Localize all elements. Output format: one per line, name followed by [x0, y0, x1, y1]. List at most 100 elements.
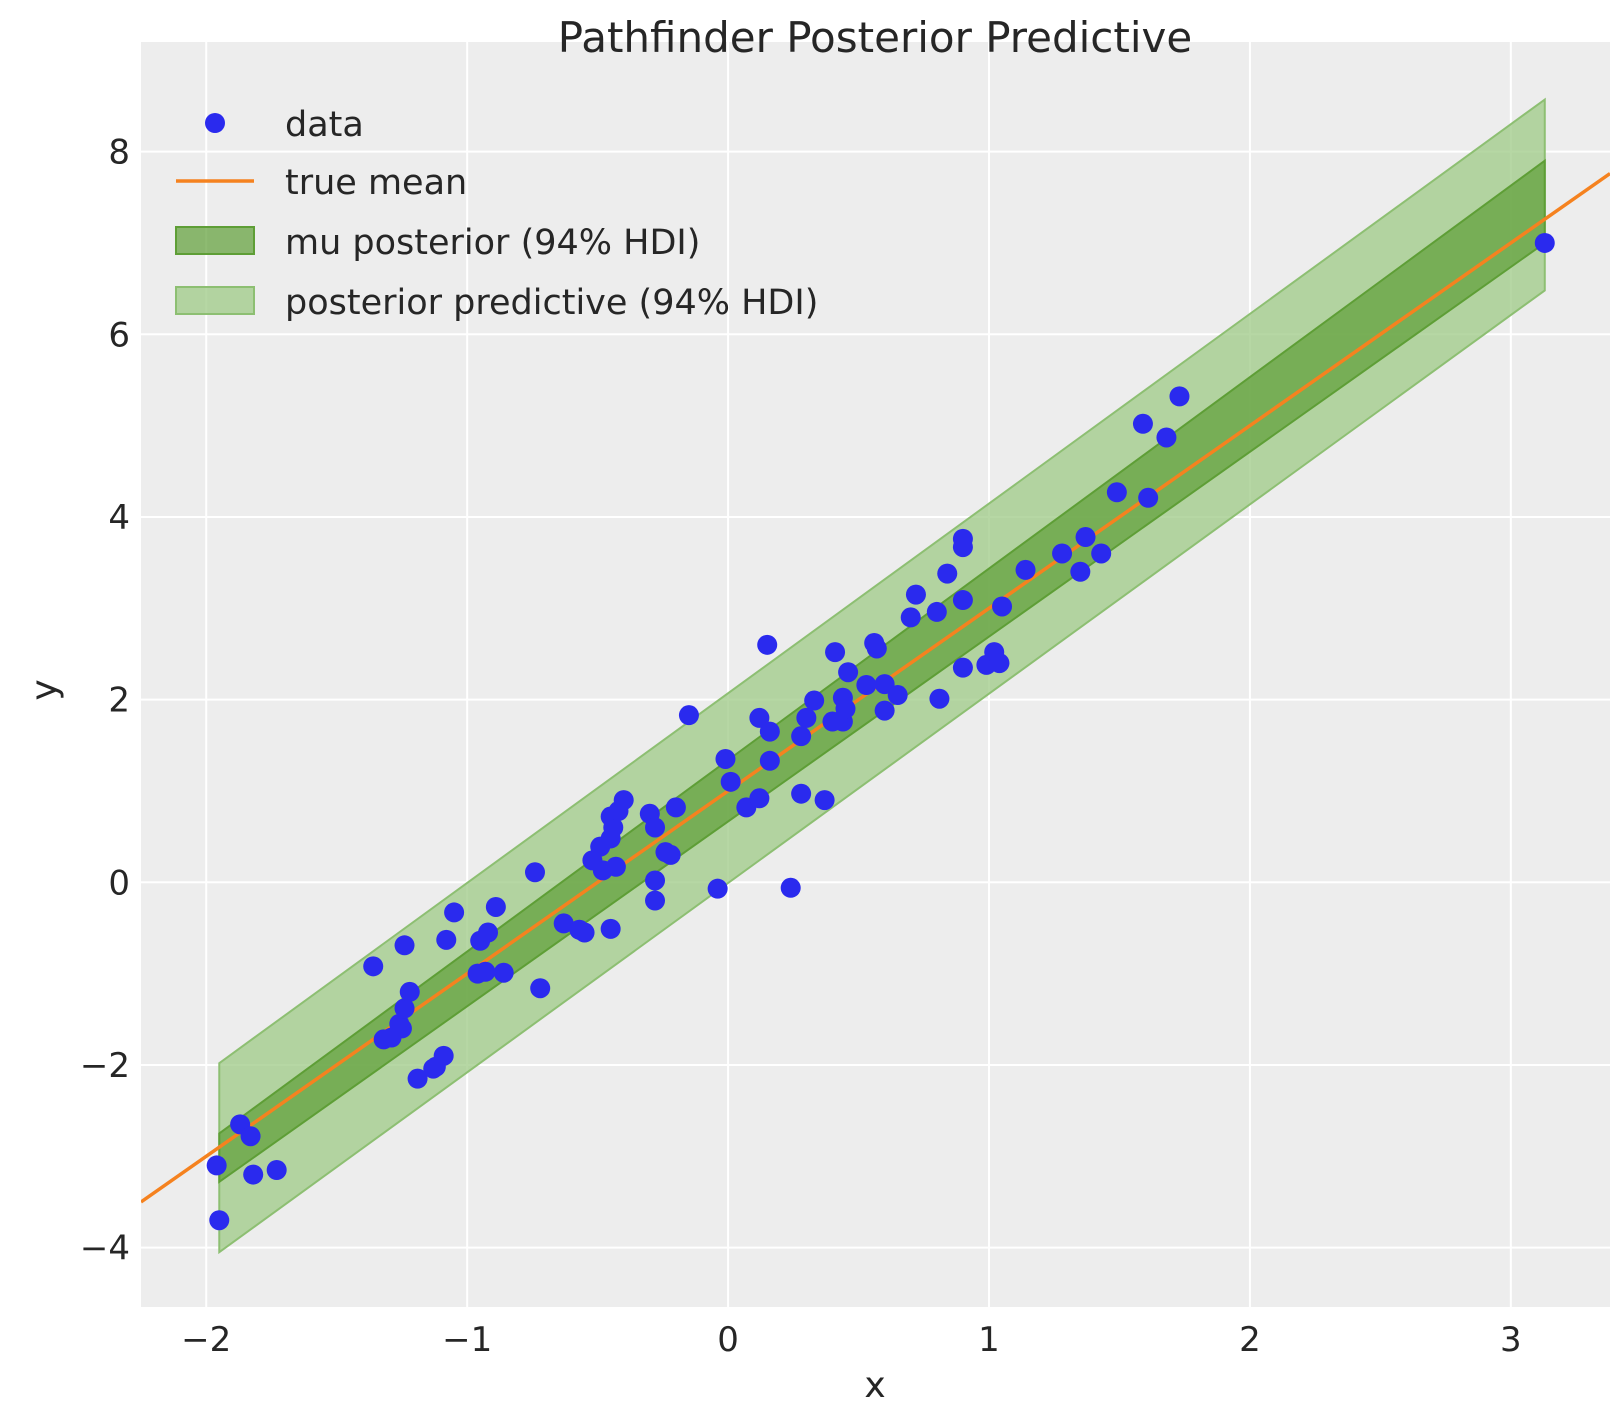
data-point: [394, 998, 415, 1019]
x-tick-label: −1: [442, 1320, 492, 1360]
data-point: [1052, 543, 1073, 564]
data-point: [436, 929, 457, 950]
x-tick-label: 1: [978, 1320, 1000, 1360]
data-point: [266, 1159, 287, 1180]
data-point: [791, 726, 812, 747]
data-point: [952, 528, 973, 549]
data-point: [444, 902, 465, 923]
data-point: [804, 690, 825, 711]
data-point: [399, 981, 420, 1002]
data-point: [759, 721, 780, 742]
data-point: [1534, 232, 1555, 253]
data-point: [866, 638, 887, 659]
data-point: [603, 817, 624, 838]
x-tick-label: −2: [181, 1320, 231, 1360]
data-point: [856, 675, 877, 696]
y-axis-label: y: [24, 679, 65, 700]
x-tick-label: 0: [717, 1320, 739, 1360]
data-point: [905, 584, 926, 605]
y-tick-label: 2: [108, 681, 130, 721]
data-point: [645, 870, 666, 891]
data-point: [757, 634, 778, 655]
data-point: [613, 790, 634, 811]
data-point: [749, 788, 770, 809]
data-point: [715, 748, 736, 769]
data-point: [665, 797, 686, 818]
data-point: [952, 590, 973, 611]
data-point: [937, 563, 958, 584]
data-point: [814, 790, 835, 811]
legend-data-marker: [205, 113, 225, 133]
data-point: [926, 601, 947, 622]
data-point: [600, 918, 621, 939]
data-point: [796, 707, 817, 728]
y-tick-label: −4: [80, 1229, 130, 1269]
x-tick-label: 3: [1500, 1320, 1522, 1360]
data-point: [900, 607, 921, 628]
data-point: [1015, 559, 1036, 580]
data-point: [678, 705, 699, 726]
data-point: [478, 922, 499, 943]
data-point: [720, 771, 741, 792]
legend-mu-posterior-swatch: [175, 226, 255, 255]
data-point: [394, 935, 415, 956]
data-point: [874, 674, 895, 695]
data-point: [209, 1210, 230, 1231]
data-point: [825, 642, 846, 663]
data-point: [391, 1018, 412, 1039]
y-tick-label: 8: [108, 133, 130, 173]
data-point: [989, 653, 1010, 674]
data-point: [1169, 386, 1190, 407]
legend-label-data: data: [285, 105, 364, 145]
data-point: [780, 877, 801, 898]
data-point: [475, 961, 496, 982]
y-tick-label: 0: [108, 863, 130, 903]
tick-labels: −2 −1 0 1 2 3 −4 −2 0 2 4 6 8: [80, 133, 1522, 1360]
data-point: [493, 962, 514, 983]
data-point: [530, 978, 551, 999]
data-point: [553, 913, 574, 934]
legend: data true mean mu posterior (94% HDI) po…: [175, 105, 818, 323]
data-point: [1156, 427, 1177, 448]
data-point: [749, 707, 770, 728]
data-point: [791, 783, 812, 804]
chart-title: Pathfinder Posterior Predictive: [558, 13, 1192, 62]
data-point: [1070, 561, 1091, 582]
data-point: [574, 922, 595, 943]
data-point: [605, 856, 626, 877]
legend-label-true-mean: true mean: [285, 163, 467, 203]
data-point: [524, 862, 545, 883]
data-point: [1091, 543, 1112, 564]
data-points: [206, 232, 1555, 1231]
data-point: [707, 878, 728, 899]
data-point: [485, 896, 506, 917]
data-point: [929, 688, 950, 709]
y-tick-label: 4: [108, 498, 130, 538]
data-point: [952, 657, 973, 678]
y-tick-label: −2: [80, 1046, 130, 1086]
data-point: [835, 698, 856, 719]
data-point: [206, 1155, 227, 1176]
data-point: [1106, 482, 1127, 503]
data-point: [992, 596, 1013, 617]
data-point: [1138, 487, 1159, 508]
y-tick-label: 6: [108, 315, 130, 355]
data-point: [1075, 527, 1096, 548]
data-point: [645, 890, 666, 911]
legend-posterior-predictive-swatch: [175, 286, 255, 315]
legend-label-posterior-predictive: posterior predictive (94% HDI): [285, 283, 818, 323]
data-point: [759, 750, 780, 771]
data-point: [433, 1045, 454, 1066]
legend-label-mu-posterior: mu posterior (94% HDI): [285, 223, 700, 263]
data-point: [243, 1164, 264, 1185]
data-point: [874, 700, 895, 721]
data-point: [240, 1126, 261, 1147]
x-tick-label: 2: [1239, 1320, 1261, 1360]
data-point: [1132, 413, 1153, 434]
data-point: [363, 956, 384, 977]
x-axis-label: x: [864, 1365, 885, 1406]
data-point: [887, 685, 908, 706]
data-point: [645, 817, 666, 838]
data-point: [660, 844, 681, 865]
